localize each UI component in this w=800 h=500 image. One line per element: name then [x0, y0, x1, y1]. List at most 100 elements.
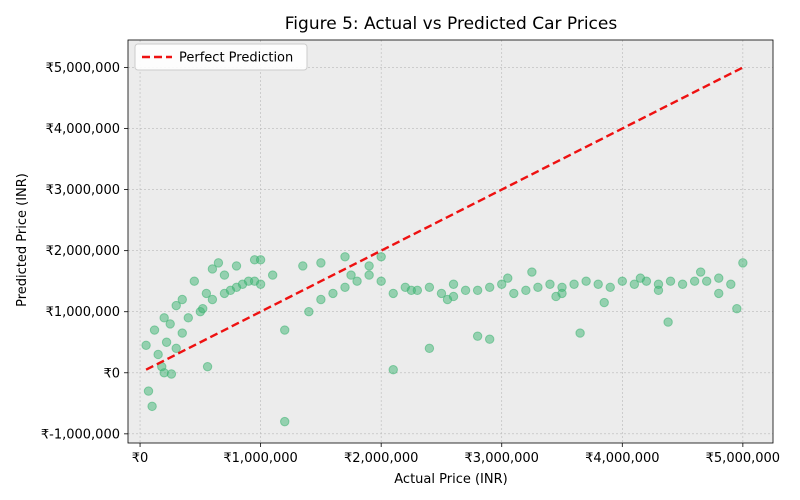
- data-point: [280, 325, 290, 335]
- data-point: [665, 276, 676, 286]
- data-point: [177, 328, 187, 338]
- data-point: [569, 279, 579, 289]
- y-axis-label: Predicted Price (INR): [15, 173, 30, 307]
- data-point: [388, 365, 398, 375]
- perfect-prediction-line: [145, 66, 744, 371]
- data-point: [714, 273, 724, 283]
- data-point: [472, 331, 483, 341]
- data-point: [255, 255, 266, 265]
- data-point: [557, 288, 567, 299]
- data-point: [149, 325, 160, 335]
- data-point: [316, 294, 326, 305]
- data-point: [219, 270, 230, 280]
- data-point: [346, 270, 356, 280]
- data-point: [726, 279, 736, 289]
- data-point: [171, 343, 181, 354]
- data-point: [617, 276, 627, 286]
- data-point: [677, 279, 688, 289]
- y-tick-label: ₹1,000,000: [46, 305, 120, 320]
- x-tick-label: ₹4,000,000: [585, 451, 659, 466]
- data-point: [189, 276, 200, 286]
- data-point: [255, 279, 266, 289]
- data-point: [732, 303, 742, 314]
- data-point: [509, 288, 519, 299]
- data-point: [231, 261, 242, 271]
- y-tick-label: ₹4,000,000: [46, 122, 120, 137]
- y-tick-label: ₹2,000,000: [46, 244, 120, 259]
- data-point: [635, 273, 646, 283]
- data-point: [298, 261, 308, 271]
- data-point: [714, 288, 724, 299]
- x-axis-label: Actual Price (INR): [394, 472, 507, 487]
- data-point: [575, 328, 585, 338]
- data-point: [364, 261, 374, 271]
- y-tick-label: ₹3,000,000: [46, 183, 120, 198]
- data-point: [153, 349, 163, 360]
- x-tick-label: ₹2,000,000: [344, 451, 418, 466]
- data-point: [304, 307, 314, 317]
- data-point: [472, 285, 483, 296]
- x-tick-label: ₹1,000,000: [223, 451, 297, 466]
- data-point: [328, 288, 338, 299]
- y-tick-label: ₹0: [103, 366, 120, 381]
- data-point: [484, 282, 495, 292]
- data-point: [436, 288, 447, 299]
- data-point: [376, 276, 386, 286]
- data-point: [177, 294, 187, 305]
- data-point: [143, 386, 154, 396]
- data-point: [533, 282, 543, 292]
- x-tick-label: ₹3,000,000: [465, 451, 539, 466]
- data-point: [545, 279, 555, 289]
- data-point: [202, 361, 213, 372]
- data-point: [484, 334, 495, 344]
- data-point: [581, 276, 591, 286]
- data-point: [207, 294, 218, 305]
- legend-box: [134, 43, 308, 71]
- data-point: [165, 319, 175, 329]
- data-point: [198, 303, 208, 314]
- data-point: [376, 252, 386, 262]
- data-point: [689, 276, 700, 286]
- data-point: [605, 282, 615, 292]
- data-point: [663, 317, 673, 327]
- data-point: [497, 279, 507, 289]
- data-point: [629, 279, 640, 289]
- data-point: [183, 313, 193, 323]
- data-point: [593, 279, 603, 289]
- data-point: [352, 276, 362, 286]
- chart-title: Figure 5: Actual vs Predicted Car Prices: [285, 14, 618, 34]
- data-point: [388, 288, 398, 299]
- data-point: [738, 258, 748, 268]
- data-point: [159, 313, 169, 323]
- data-point: [695, 267, 706, 277]
- data-point: [448, 279, 459, 289]
- data-point: [406, 285, 417, 296]
- data-point: [213, 258, 224, 268]
- data-point: [316, 258, 326, 268]
- data-point: [424, 282, 435, 292]
- data-point: [701, 276, 712, 286]
- data-point: [147, 401, 157, 412]
- data-point: [442, 294, 453, 305]
- data-point: [141, 340, 151, 351]
- data-point: [161, 337, 172, 347]
- data-point: [166, 369, 177, 379]
- legend: Perfect Prediction: [134, 43, 308, 71]
- data-point: [460, 285, 471, 296]
- data-point: [521, 285, 531, 296]
- data-point: [340, 252, 350, 262]
- data-point: [527, 267, 537, 277]
- data-point: [599, 297, 609, 308]
- x-tick-label: ₹0: [132, 451, 149, 466]
- data-point: [653, 285, 664, 296]
- x-tick-label: ₹5,000,000: [706, 451, 780, 466]
- data-point: [267, 270, 278, 280]
- y-tick-label: ₹5,000,000: [46, 61, 120, 76]
- data-point: [503, 273, 513, 283]
- legend-label: Perfect Prediction: [179, 51, 293, 66]
- data-point: [340, 282, 350, 292]
- data-point: [280, 416, 290, 427]
- data-point: [424, 343, 435, 354]
- data-point: [364, 270, 374, 280]
